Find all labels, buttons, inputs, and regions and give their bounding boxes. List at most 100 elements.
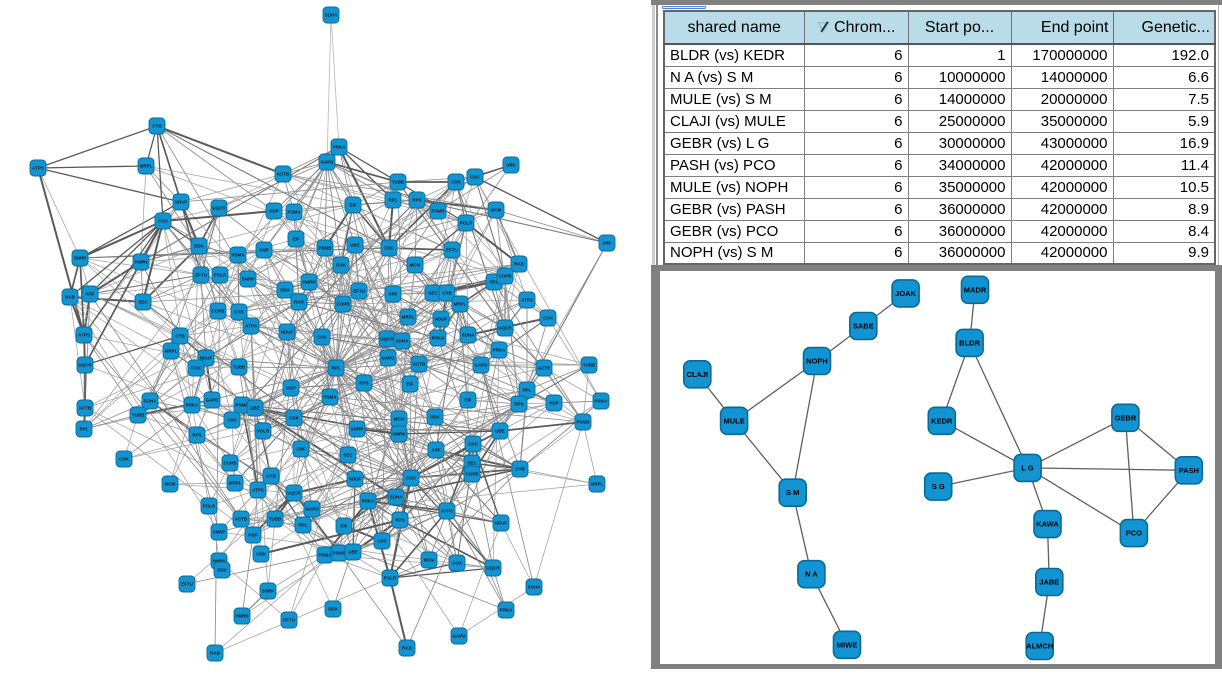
svg-text:PSMA: PSMA: [318, 553, 332, 558]
svg-text:POLR: POLR: [203, 504, 216, 509]
svg-text:SEC: SEC: [467, 461, 477, 466]
svg-text:GAPD: GAPD: [205, 398, 219, 403]
svg-text:CDK: CDK: [289, 416, 299, 421]
svg-text:RAB: RAB: [402, 646, 412, 651]
svg-text:MCM: MCM: [424, 558, 435, 563]
svg-text:CDK: CDK: [256, 552, 266, 557]
svg-text:ATPS: ATPS: [32, 166, 44, 171]
svg-text:HSP: HSP: [549, 401, 558, 406]
svg-text:DDX: DDX: [217, 568, 227, 573]
svg-text:N A: N A: [805, 570, 818, 579]
svg-text:RPS: RPS: [359, 381, 368, 386]
svg-text:UBE: UBE: [250, 406, 260, 411]
svg-text:DDX: DDX: [328, 607, 338, 612]
svg-text:HNRN: HNRN: [213, 559, 226, 564]
svg-text:MCM: MCM: [491, 208, 502, 213]
svg-text:SNRP: SNRP: [262, 589, 275, 594]
svg-text:EIF: EIF: [464, 398, 471, 403]
svg-text:RPS: RPS: [395, 518, 404, 523]
svg-text:COX: COX: [406, 476, 416, 481]
svg-text:ACTB: ACTB: [538, 366, 551, 371]
svg-text:PSMB: PSMB: [318, 246, 332, 251]
svg-text:SNRP: SNRP: [351, 427, 364, 432]
svg-text:RPS: RPS: [514, 402, 523, 407]
svg-text:JABE: JABE: [1039, 578, 1059, 587]
svg-text:CYB: CYB: [515, 467, 525, 472]
svg-text:UBE: UBE: [495, 429, 505, 434]
svg-text:UQCR: UQCR: [486, 566, 500, 571]
svg-text:MRPL: MRPL: [229, 481, 242, 486]
svg-text:RPL: RPL: [80, 427, 89, 432]
svg-text:TUBB: TUBB: [583, 363, 596, 368]
svg-text:SDHA: SDHA: [528, 585, 542, 590]
svg-text:GAPD: GAPD: [381, 356, 395, 361]
svg-text:RPL: RPL: [299, 523, 308, 528]
svg-text:BLDR: BLDR: [959, 338, 980, 347]
svg-text:S M: S M: [786, 488, 799, 497]
svg-text:PRKA: PRKA: [333, 145, 347, 150]
svg-text:HNRN: HNRN: [393, 432, 406, 437]
svg-text:PSMA: PSMA: [231, 253, 245, 258]
svg-text:MRPL: MRPL: [165, 349, 178, 354]
svg-text:CDC: CDC: [470, 175, 480, 180]
svg-text:PASH: PASH: [1179, 466, 1199, 475]
svg-text:COX: COX: [191, 366, 201, 371]
svg-text:L G: L G: [1021, 463, 1034, 472]
svg-text:SABE: SABE: [853, 322, 874, 331]
svg-text:SEC: SEC: [343, 453, 353, 458]
svg-text:UQCR: UQCR: [380, 337, 394, 342]
svg-text:ARF: ARF: [388, 292, 397, 297]
svg-text:SNRP: SNRP: [242, 277, 255, 282]
svg-text:MRPL: MRPL: [140, 164, 153, 169]
svg-text:RAB: RAB: [65, 295, 75, 300]
svg-text:TUBB: TUBB: [132, 413, 145, 418]
svg-text:TUBB: TUBB: [269, 517, 282, 522]
svg-text:CYB: CYB: [266, 474, 276, 479]
svg-text:RAB: RAB: [514, 262, 524, 267]
svg-text:COX: COX: [158, 219, 168, 224]
svg-text:RPS: RPS: [192, 433, 201, 438]
svg-text:GAPD: GAPD: [474, 363, 488, 368]
svg-text:PRKA: PRKA: [432, 336, 446, 341]
svg-text:TUBB: TUBB: [392, 180, 405, 185]
svg-text:RAB: RAB: [210, 651, 220, 656]
svg-text:SEC: SEC: [489, 280, 499, 285]
svg-text:COX: COX: [452, 561, 462, 566]
svg-text:POLR: POLR: [257, 429, 270, 434]
svg-text:EIF: EIF: [406, 382, 413, 387]
svg-text:EFTU: EFTU: [195, 273, 207, 278]
svg-text:SDHA: SDHA: [390, 495, 404, 500]
svg-text:ARF: ARF: [296, 447, 305, 452]
svg-text:ARF: ARF: [602, 241, 611, 246]
svg-text:HNRN: HNRN: [135, 260, 148, 265]
svg-text:PRKA: PRKA: [500, 608, 514, 613]
svg-text:NDUF: NDUF: [495, 521, 508, 526]
svg-text:CYB: CYB: [175, 334, 185, 339]
svg-text:PSMB: PSMB: [576, 420, 590, 425]
svg-text:SNRP: SNRP: [213, 530, 226, 535]
svg-text:S G: S G: [932, 482, 945, 491]
svg-text:SEC: SEC: [428, 291, 438, 296]
svg-text:EIF: EIF: [349, 203, 356, 208]
svg-text:CDK: CDK: [119, 457, 129, 462]
svg-text:CDC: CDC: [227, 418, 237, 423]
svg-text:ACTB: ACTB: [413, 362, 426, 367]
svg-text:SDHA: SDHA: [325, 13, 339, 18]
svg-text:EFTU: EFTU: [446, 248, 458, 253]
svg-text:CDC: CDC: [377, 539, 387, 544]
svg-text:PSMA: PSMA: [594, 399, 608, 404]
svg-text:ATPS: ATPS: [521, 298, 533, 303]
svg-text:RPL: RPL: [389, 198, 398, 203]
svg-text:CDK: CDK: [451, 180, 461, 185]
svg-text:NDUF: NDUF: [435, 317, 448, 322]
svg-text:NDUF: NDUF: [281, 330, 294, 335]
svg-text:RAB: RAB: [294, 300, 304, 305]
svg-text:COPB: COPB: [211, 309, 225, 314]
svg-text:EFTU: EFTU: [181, 582, 193, 587]
svg-text:GEBR: GEBR: [1115, 413, 1137, 422]
svg-text:CDC: CDC: [468, 442, 478, 447]
svg-text:GAPD: GAPD: [305, 507, 319, 512]
svg-text:RPL: RPL: [523, 388, 532, 393]
svg-text:HSP: HSP: [286, 386, 295, 391]
svg-text:CYB: CYB: [152, 124, 162, 129]
